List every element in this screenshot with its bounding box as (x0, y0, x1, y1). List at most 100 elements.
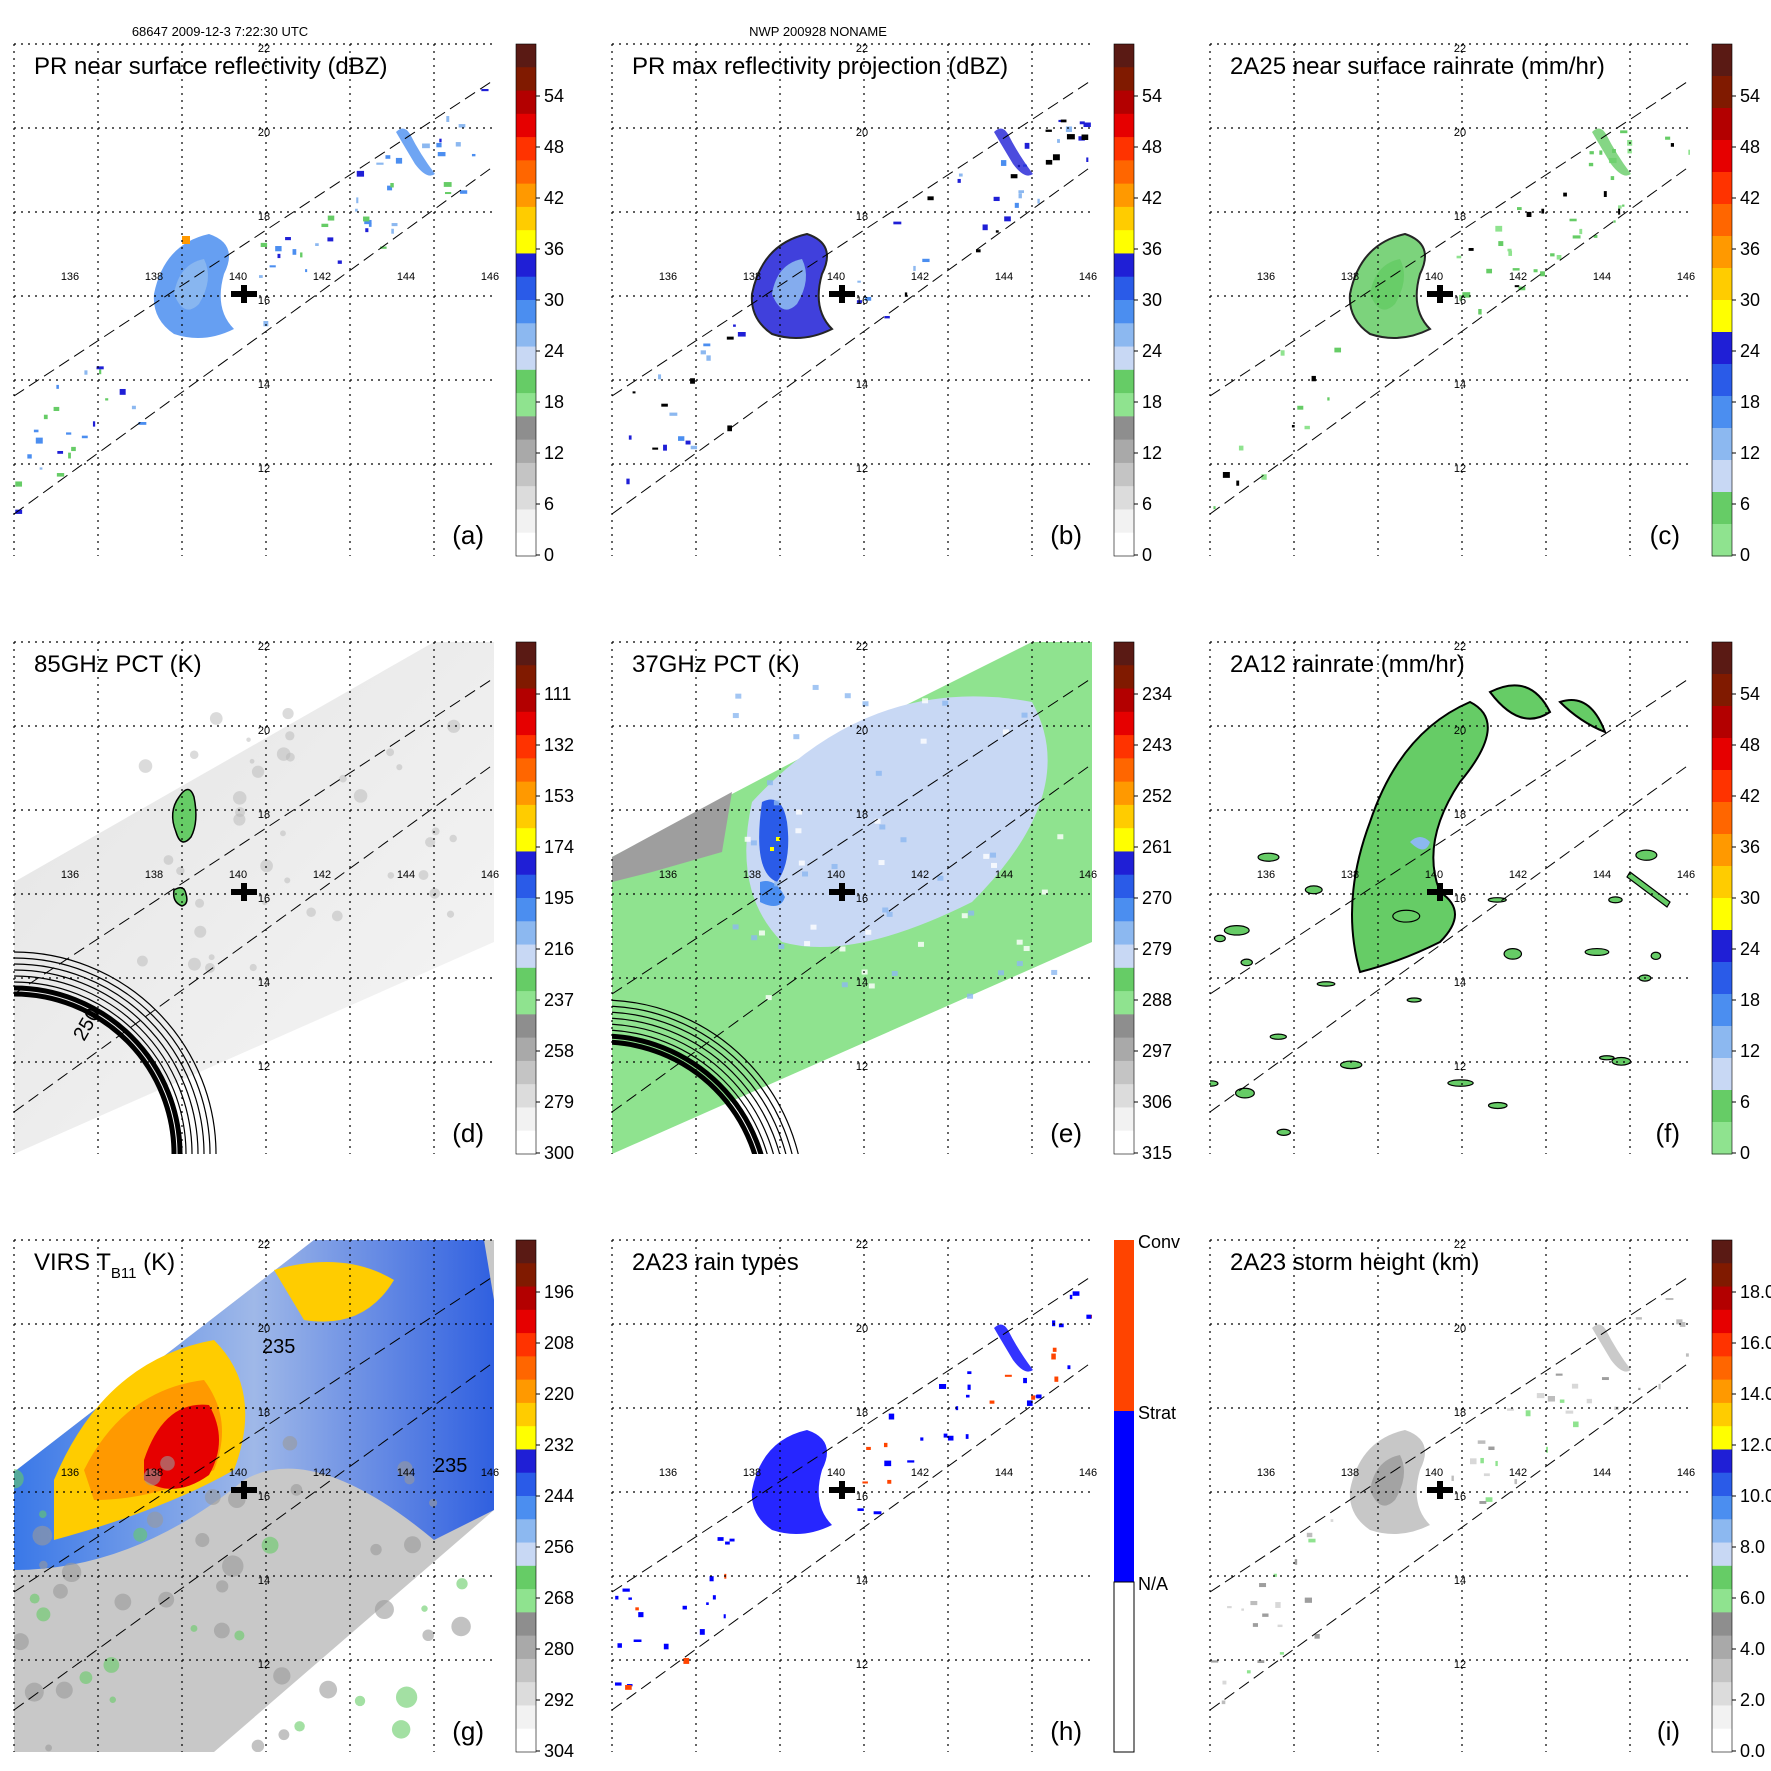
rain-echo (1685, 1353, 1689, 1357)
colorbar-tick-label: 12 (544, 443, 564, 463)
rain-echo (709, 1576, 714, 1582)
cold-pct-region (746, 696, 1048, 947)
colorbar-segment (1114, 1130, 1134, 1155)
colorbar-tick-label: 18.0 (1740, 1282, 1771, 1302)
pct-speckle (251, 765, 265, 778)
colorbar-segment (1712, 268, 1732, 301)
rain-cell (1339, 1060, 1363, 1070)
colorbar-segment (1114, 532, 1134, 557)
rain-echo (56, 384, 59, 389)
colorbar-tick-label: 306 (1142, 1092, 1172, 1112)
colorbar-segment (516, 439, 536, 464)
lon-tick-label: 140 (1425, 869, 1443, 881)
colorbar-segment (516, 1286, 536, 1311)
rain-echo (856, 300, 862, 303)
panel-label: (a) (452, 520, 484, 550)
pct-speckle (280, 830, 286, 837)
colorbar-segment (1712, 1635, 1732, 1660)
swath-edge (1210, 165, 1690, 515)
pct-pixel (793, 734, 800, 740)
colorbar-segment (516, 1449, 536, 1474)
orbit-timestamp: 68647 2009-12-3 7:22:30 UTC (132, 24, 308, 39)
rain-echo (699, 1629, 705, 1635)
colorbar-segment (1114, 921, 1134, 946)
rain-cell (1584, 947, 1610, 957)
panel-h: 136 138 140 142 144 146 22 20 18 16 14 12 2A23 rain … (611, 1232, 1180, 1753)
pct-speckle (449, 834, 457, 843)
rain-echo (1488, 1446, 1495, 1451)
rain-echo (57, 450, 64, 454)
rain-echo (39, 467, 43, 470)
warm-sfc-region (612, 792, 732, 882)
rain-echo (396, 128, 435, 176)
cloud-speckle (421, 1605, 428, 1612)
lon-tick-label: 136 (61, 869, 79, 881)
rain-echo (1327, 397, 1330, 401)
rain-echo (1031, 1395, 1036, 1400)
colorbar-segment (1712, 1472, 1732, 1497)
rain-cell (1487, 1101, 1508, 1110)
rain-echo (387, 185, 393, 191)
rain-echo (638, 1612, 644, 1618)
cloud-speckle (39, 1560, 48, 1570)
rain-echo (1010, 174, 1018, 179)
rain-echo (1236, 480, 1240, 486)
rain-echo (1037, 198, 1040, 204)
colorbar-segment (1114, 828, 1134, 852)
lat-tick-label: 20 (1454, 1323, 1466, 1335)
colorbar-segment (1114, 253, 1134, 278)
colorbar-tick-label: 30 (1740, 888, 1760, 908)
panel-title: 37GHz PCT (K) (632, 651, 800, 678)
rain-echo (1589, 151, 1594, 155)
colorbar-tick-label: 279 (544, 1092, 574, 1112)
rain-echo (994, 1324, 1033, 1372)
rain-echo (260, 242, 268, 248)
rain-echo (1024, 142, 1030, 149)
colorbar-tick-label: 12 (1142, 443, 1162, 463)
lat-tick-label: 16 (258, 295, 270, 307)
colorbar-tick-label: 237 (544, 990, 574, 1010)
colorbar-segment (1114, 300, 1134, 324)
colorbar-segment (1712, 1090, 1732, 1123)
rain-echo (1306, 1532, 1313, 1538)
colorbar-tick-label: 244 (544, 1486, 574, 1506)
colorbar-tick-label: 30 (544, 290, 564, 310)
colorbar-segment (516, 160, 536, 185)
pct-speckle (194, 925, 207, 938)
colorbar-segment (516, 1612, 536, 1637)
colorbar-segment (1712, 460, 1732, 493)
colorbar-segment (1712, 1728, 1732, 1753)
rain-echo (1533, 269, 1538, 273)
rain-echo (1593, 234, 1598, 238)
colorbar-segment (1114, 323, 1134, 348)
colorbar-tick-label: 12.0 (1740, 1435, 1771, 1455)
pct-pixel (841, 982, 848, 988)
panel-g: 235 235 136 138 140 142 144 146 22 20 18 16 14 12 VIRS… (13, 1239, 574, 1761)
colorbar-tick-label: 24 (544, 341, 564, 361)
colorbar-tick-label: 42 (1740, 188, 1760, 208)
pct-pixel (861, 969, 868, 975)
lat-tick-label: 18 (856, 809, 868, 821)
colorbar-segment (516, 1565, 536, 1590)
rain-echo (1000, 160, 1007, 166)
rain-echo (355, 208, 358, 212)
pct-pixel (751, 935, 758, 941)
panel-label: (c) (1650, 520, 1680, 550)
lon-tick-label: 138 (145, 1467, 163, 1479)
storm-center-icon (231, 1481, 257, 1499)
colorbar-segment (1712, 930, 1732, 963)
rain-echo (1572, 235, 1581, 239)
rain-cell (1240, 958, 1253, 967)
panel-title: VIRS TB11 (K) (34, 1249, 175, 1282)
colorbar-segment (1712, 1240, 1732, 1264)
cloud-speckle (32, 1525, 53, 1546)
rain-echo (712, 1595, 716, 1600)
lon-tick-label: 146 (1079, 1467, 1097, 1479)
lat-tick-label: 14 (1454, 379, 1466, 391)
rain-echo (356, 170, 365, 177)
colorbar-segment (1114, 369, 1134, 394)
panel-label: (e) (1050, 1118, 1082, 1148)
colorbar-tick-label: 256 (544, 1537, 574, 1557)
rain-echo (327, 237, 334, 242)
pct-speckle (387, 872, 395, 879)
